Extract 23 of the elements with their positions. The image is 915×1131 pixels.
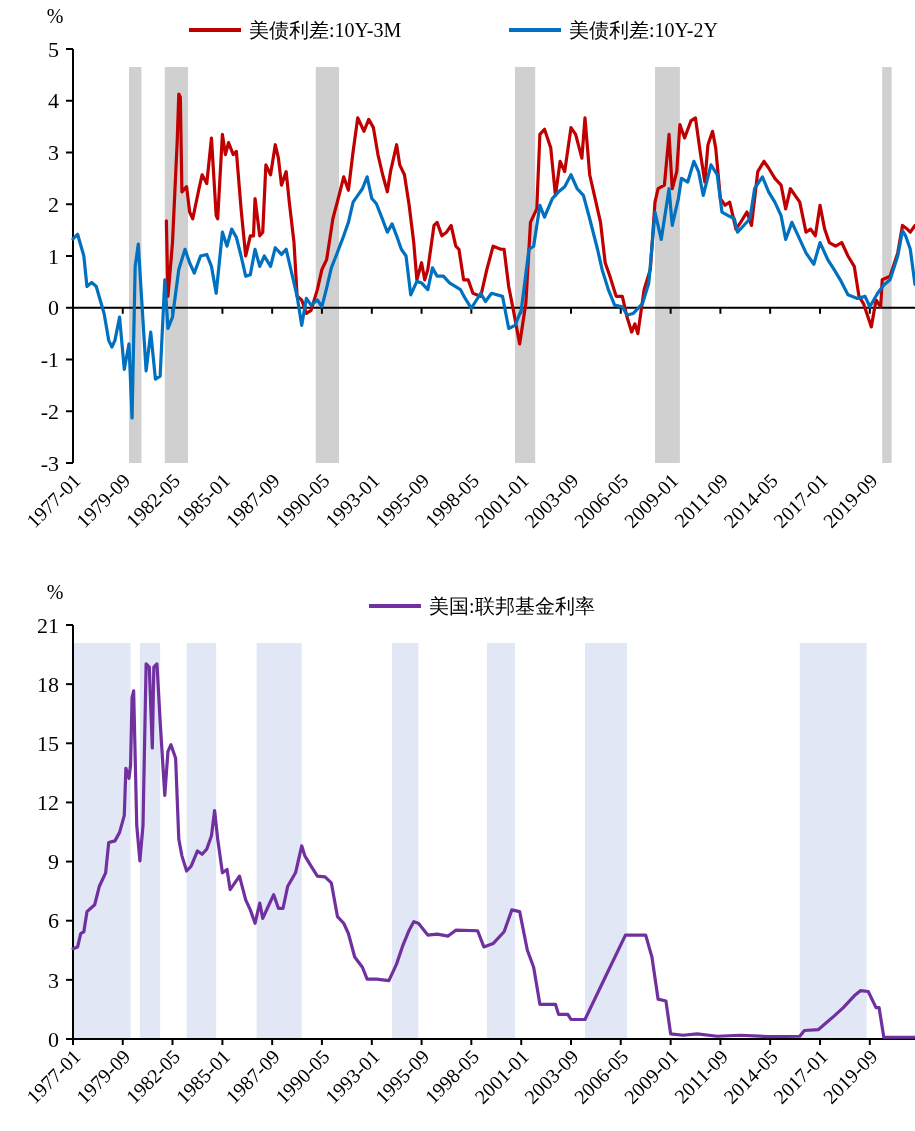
y-tick-label: -1 (40, 347, 59, 373)
line-series (164, 92, 915, 346)
y-tick-label: 18 (37, 671, 59, 697)
y-tick-label: 9 (48, 849, 59, 875)
legend-label: 美国:联邦基金利率 (429, 595, 595, 617)
y-tick-label: 0 (48, 1026, 59, 1052)
y-tick-label: 3 (48, 967, 59, 993)
y-tick-label: 6 (48, 908, 59, 934)
y-tick-label: 12 (37, 790, 59, 816)
y-tick-label: 5 (48, 36, 59, 62)
y-axis-title: % (46, 5, 64, 27)
y-tick-label: 21 (37, 612, 59, 638)
y-tick-label: 15 (37, 730, 59, 756)
y-tick-label: 1 (48, 243, 59, 269)
legend-label: 美债利差:10Y-3M (249, 19, 402, 41)
legend-label: 美债利差:10Y-2Y (569, 19, 718, 41)
y-tick-label: 2 (48, 191, 59, 217)
y-tick-label: 3 (48, 140, 59, 166)
y-axis-title: % (46, 581, 64, 603)
y-tick-label: 0 (48, 295, 59, 321)
y-tick-label: -2 (40, 398, 59, 424)
y-tick-label: 4 (48, 88, 59, 114)
y-tick-label: -3 (40, 450, 59, 476)
